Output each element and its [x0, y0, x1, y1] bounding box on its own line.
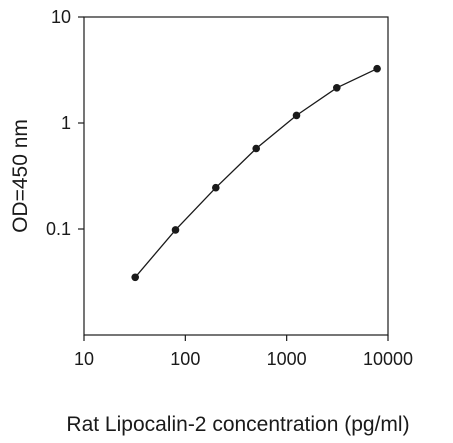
y-tick-label: 0.1: [46, 219, 71, 239]
data-point: [171, 226, 180, 234]
y-axis-title: OD=450 nm: [9, 119, 32, 233]
plot-frame: [83, 16, 389, 336]
data-point: [252, 144, 260, 153]
data-point: [333, 84, 341, 92]
x-tick-label: 100: [170, 349, 200, 369]
x-tick-label: 1000: [267, 349, 307, 369]
y-tick-label: 10: [51, 7, 71, 27]
x-axis-title: Rat Lipocalin-2 concentration (pg/ml): [66, 413, 409, 436]
x-tick-label: 10000: [363, 349, 413, 369]
data-point: [131, 273, 139, 282]
data-point: [292, 111, 301, 120]
data-point: [373, 64, 381, 73]
y-axis-tick-labels: 0.1 1 10: [46, 7, 71, 239]
x-tick-label: 10: [74, 349, 94, 369]
data-series: [131, 64, 381, 282]
x-axis-ticks: [83, 335, 389, 341]
series-line: [134, 68, 378, 278]
y-tick-label: 1: [61, 113, 71, 133]
data-point: [212, 183, 220, 192]
x-axis-tick-labels: 10 100 1000 10000: [74, 349, 413, 369]
y-axis-ticks: [78, 16, 84, 230]
